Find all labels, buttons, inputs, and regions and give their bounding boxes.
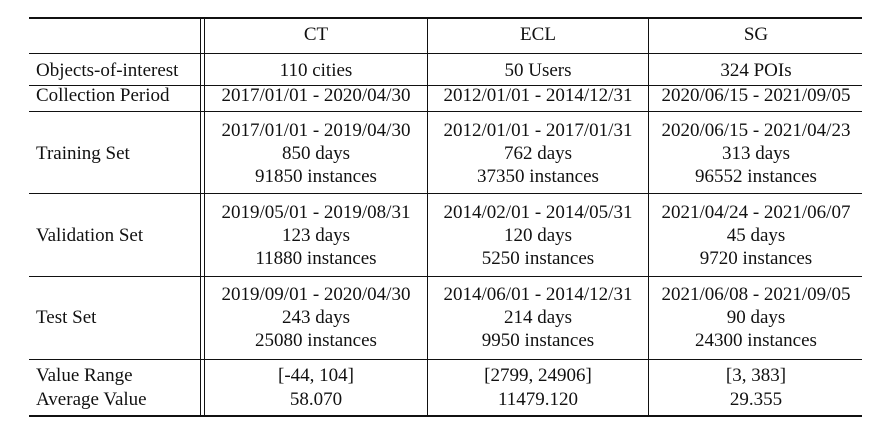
objects-rule (29, 85, 862, 86)
row-label-training: Training Set (36, 143, 130, 164)
training-ecl-instances: 37350 instances (477, 166, 599, 187)
objects-sg: 324 POIs (720, 60, 792, 81)
ct-ecl-divider (427, 19, 428, 415)
training-ct-days: 850 days (281, 143, 351, 164)
row-label-validation: Validation Set (36, 225, 144, 246)
test-ct-days: 243 days (281, 307, 351, 328)
bottom-rule (29, 415, 862, 417)
row-label-value-range: Value Range (36, 365, 133, 386)
validation-sg-days: 45 days (726, 225, 786, 246)
test-ecl-days: 214 days (503, 307, 573, 328)
header-rule (29, 53, 862, 54)
value-range-ecl: [2799, 24906] (484, 365, 592, 386)
training-ecl-period: 2012/01/01 - 2017/01/31 (443, 120, 633, 141)
training-ecl-days: 762 days (503, 143, 573, 164)
row-label-collection: Collection Period (36, 85, 170, 106)
top-rule (29, 17, 862, 19)
average-value-ct: 58.070 (289, 389, 343, 410)
average-value-ecl: 11479.120 (497, 389, 579, 410)
training-ct-instances: 91850 instances (255, 166, 377, 187)
test-ecl-instances: 9950 instances (481, 330, 595, 351)
test-rule (29, 359, 862, 360)
test-sg-instances: 24300 instances (695, 330, 817, 351)
validation-sg-instances: 9720 instances (699, 248, 813, 269)
test-sg-days: 90 days (726, 307, 786, 328)
training-sg-period: 2020/06/15 - 2021/04/23 (661, 120, 851, 141)
test-sg-period: 2021/06/08 - 2021/09/05 (661, 284, 851, 305)
validation-rule (29, 276, 862, 277)
value-range-ct: [-44, 104] (278, 365, 354, 386)
validation-ct-days: 123 days (281, 225, 351, 246)
validation-sg-period: 2021/04/24 - 2021/06/07 (661, 202, 851, 223)
average-value-sg: 29.355 (729, 389, 783, 410)
training-rule (29, 193, 862, 194)
column-header-ct: CT (303, 24, 329, 45)
validation-ct-instances: 11880 instances (255, 248, 377, 269)
validation-ecl-period: 2014/02/01 - 2014/05/31 (443, 202, 633, 223)
collection-ecl: 2012/01/01 - 2014/12/31 (443, 85, 633, 106)
test-ct-instances: 25080 instances (255, 330, 377, 351)
collection-ct: 2017/01/01 - 2020/04/30 (221, 85, 411, 106)
training-sg-instances: 96552 instances (695, 166, 817, 187)
test-ct-period: 2019/09/01 - 2020/04/30 (221, 284, 411, 305)
row-label-average-value: Average Value (36, 389, 147, 410)
validation-ecl-days: 120 days (503, 225, 573, 246)
ecl-sg-divider (648, 19, 649, 415)
row-label-test: Test Set (36, 307, 97, 328)
value-range-sg: [3, 383] (725, 365, 787, 386)
training-ct-period: 2017/01/01 - 2019/04/30 (221, 120, 411, 141)
column-header-sg: SG (743, 24, 769, 45)
row-label-objects: Objects-of-interest (36, 60, 179, 81)
collection-sg: 2020/06/15 - 2021/09/05 (661, 85, 851, 106)
collection-rule (29, 111, 862, 112)
validation-ecl-instances: 5250 instances (481, 248, 595, 269)
label-divider-a (200, 19, 201, 415)
label-divider-b (204, 19, 205, 415)
objects-ct: 110 cities (279, 60, 353, 81)
objects-ecl: 50 Users (504, 60, 572, 81)
validation-ct-period: 2019/05/01 - 2019/08/31 (221, 202, 411, 223)
column-header-ecl: ECL (520, 24, 556, 45)
test-ecl-period: 2014/06/01 - 2014/12/31 (443, 284, 633, 305)
training-sg-days: 313 days (721, 143, 791, 164)
